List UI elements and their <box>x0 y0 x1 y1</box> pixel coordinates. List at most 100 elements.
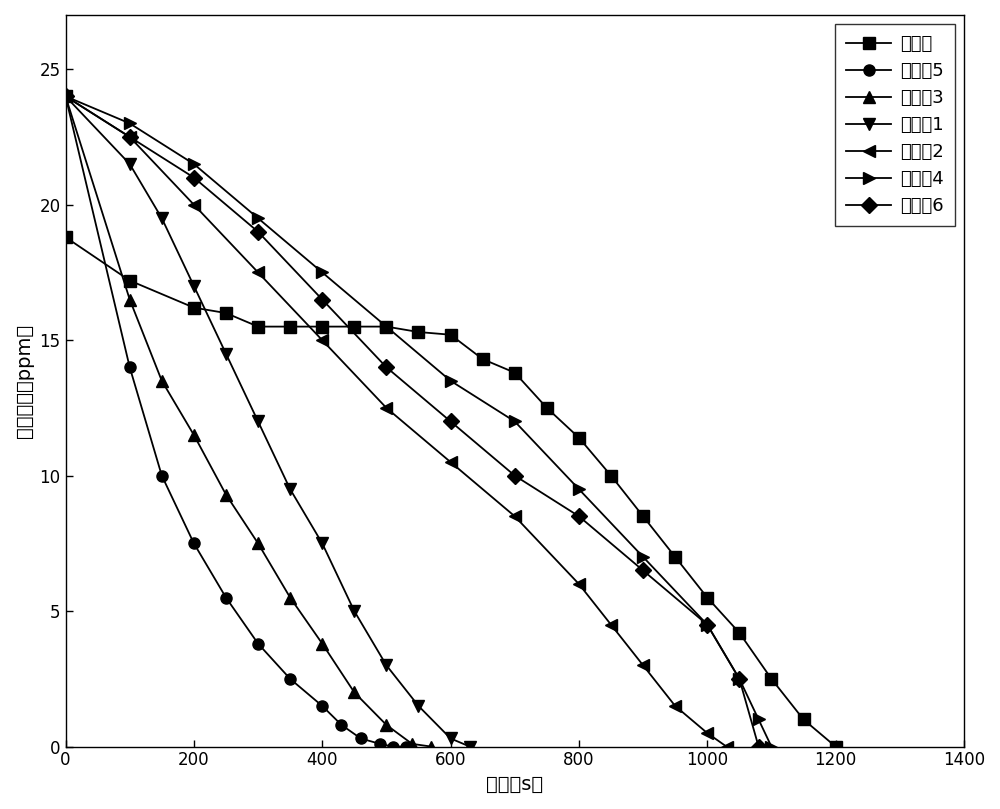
实施例2 <box>445 457 457 467</box>
Line: 实施例1: 实施例1 <box>60 91 475 752</box>
实施例3 <box>252 539 264 549</box>
实施例5 <box>400 742 412 752</box>
实施例6 <box>252 227 264 236</box>
实施例1 <box>60 91 72 101</box>
实施例4 <box>380 322 392 332</box>
实施例2 <box>380 403 392 413</box>
实施例1 <box>284 485 296 494</box>
实施例2 <box>60 91 72 101</box>
实施例6 <box>188 172 200 182</box>
Legend: 对比例, 实施例5, 实施例3, 实施例1, 实施例2, 实施例4, 实施例6: 对比例, 实施例5, 实施例3, 实施例1, 实施例2, 实施例4, 实施例6 <box>835 24 955 226</box>
对比例 <box>412 327 424 337</box>
对比例 <box>124 276 136 286</box>
实施例5 <box>252 639 264 649</box>
实施例6 <box>60 91 72 101</box>
实施例1 <box>252 417 264 426</box>
实施例6 <box>316 294 328 304</box>
实施例1 <box>464 742 476 752</box>
实施例3 <box>284 593 296 603</box>
实施例3 <box>380 720 392 730</box>
实施例4 <box>765 742 777 752</box>
实施例2 <box>573 579 585 589</box>
实施例1 <box>445 734 457 743</box>
实施例2 <box>316 335 328 345</box>
对比例 <box>220 308 232 318</box>
实施例5 <box>60 91 72 101</box>
实施例1 <box>124 159 136 169</box>
实施例4 <box>60 91 72 101</box>
实施例6 <box>701 620 713 629</box>
实施例1 <box>220 349 232 358</box>
实施例5 <box>335 720 347 730</box>
实施例3 <box>406 739 418 748</box>
实施例1 <box>412 701 424 711</box>
实施例6 <box>573 511 585 521</box>
对比例 <box>733 628 745 637</box>
实施例1 <box>188 281 200 290</box>
实施例4 <box>124 119 136 129</box>
实施例6 <box>124 132 136 142</box>
实施例4 <box>509 417 521 426</box>
实施例6 <box>733 674 745 684</box>
对比例 <box>445 330 457 340</box>
实施例3 <box>348 688 360 697</box>
实施例3 <box>124 294 136 304</box>
实施例4 <box>445 376 457 386</box>
实施例2 <box>721 742 733 752</box>
对比例 <box>669 552 681 561</box>
对比例 <box>188 303 200 312</box>
对比例 <box>509 368 521 378</box>
实施例5 <box>156 471 168 481</box>
实施例6 <box>509 471 521 481</box>
对比例 <box>252 322 264 332</box>
实施例2 <box>669 701 681 711</box>
Line: 实施例3: 实施例3 <box>60 91 437 752</box>
实施例6 <box>380 362 392 372</box>
对比例 <box>60 232 72 242</box>
实施例5 <box>387 742 399 752</box>
对比例 <box>701 593 713 603</box>
实施例5 <box>316 701 328 711</box>
实施例3 <box>60 91 72 101</box>
Line: 实施例6: 实施例6 <box>60 91 764 752</box>
对比例 <box>541 403 553 413</box>
实施例6 <box>637 565 649 575</box>
实施例2 <box>701 728 713 738</box>
实施例2 <box>637 660 649 670</box>
实施例4 <box>753 714 765 724</box>
实施例3 <box>220 489 232 499</box>
对比例 <box>380 322 392 332</box>
实施例6 <box>753 742 765 752</box>
实施例2 <box>605 620 617 629</box>
Line: 对比例: 对比例 <box>60 231 841 752</box>
实施例4 <box>733 674 745 684</box>
实施例3 <box>188 430 200 440</box>
实施例4 <box>252 214 264 223</box>
实施例4 <box>637 552 649 561</box>
实施例5 <box>355 734 367 743</box>
实施例1 <box>156 214 168 223</box>
Line: 实施例2: 实施例2 <box>60 91 732 752</box>
实施例2 <box>124 132 136 142</box>
实施例5 <box>284 674 296 684</box>
实施例4 <box>573 485 585 494</box>
Line: 实施例5: 实施例5 <box>60 91 411 752</box>
Y-axis label: 臭氧浓度（ppm）: 臭氧浓度（ppm） <box>15 324 34 438</box>
对比例 <box>605 471 617 481</box>
实施例4 <box>316 268 328 277</box>
实施例3 <box>425 742 437 752</box>
对比例 <box>477 354 489 364</box>
对比例 <box>316 322 328 332</box>
实施例2 <box>509 511 521 521</box>
实施例6 <box>445 417 457 426</box>
Line: 实施例4: 实施例4 <box>60 91 777 752</box>
实施例4 <box>188 159 200 169</box>
对比例 <box>765 674 777 684</box>
X-axis label: 时间（s）: 时间（s） <box>486 775 543 794</box>
实施例4 <box>701 620 713 629</box>
实施例5 <box>374 739 386 748</box>
对比例 <box>637 511 649 521</box>
对比例 <box>284 322 296 332</box>
实施例3 <box>156 376 168 386</box>
实施例1 <box>348 606 360 616</box>
